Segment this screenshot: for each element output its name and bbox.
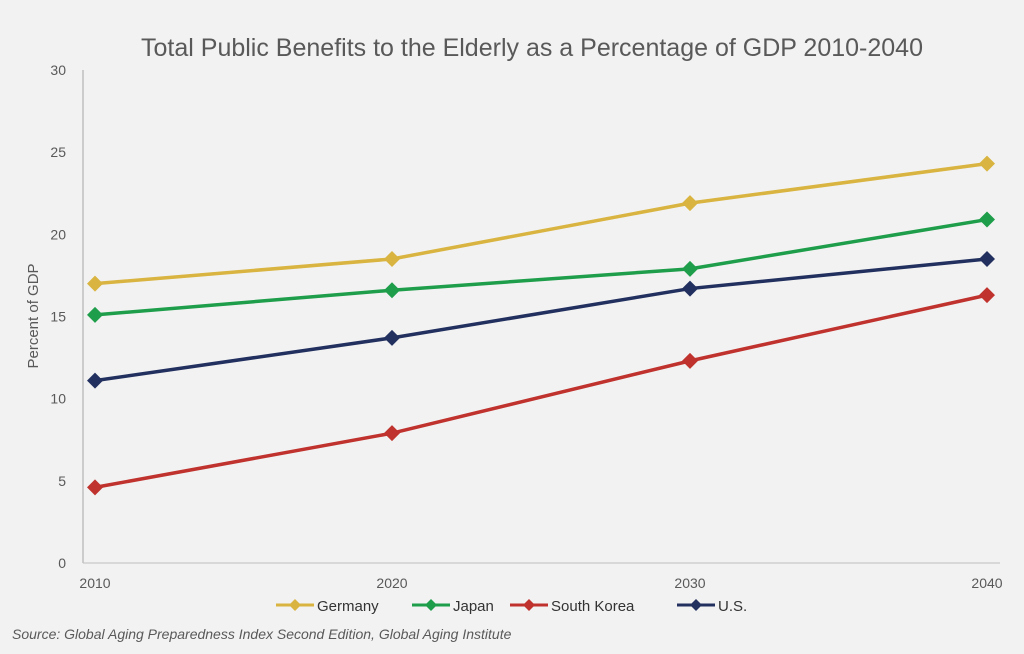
legend-item: South Korea xyxy=(510,598,635,615)
y-tick-label: 5 xyxy=(58,473,66,489)
y-tick-label: 20 xyxy=(50,226,66,242)
y-tick-label: 15 xyxy=(50,309,66,325)
data-point xyxy=(682,260,698,277)
y-tick-label: 10 xyxy=(50,391,66,407)
data-point xyxy=(682,195,698,212)
data-point xyxy=(384,329,400,346)
legend-item: Japan xyxy=(412,598,494,615)
series-south-korea xyxy=(87,287,995,496)
chart-title: Total Public Benefits to the Elderly as … xyxy=(141,34,923,62)
x-tick-label: 2010 xyxy=(79,575,110,591)
legend-label: Germany xyxy=(317,598,379,615)
data-point xyxy=(979,287,995,304)
data-point xyxy=(384,425,400,442)
x-tick-label: 2020 xyxy=(376,575,407,591)
series-line xyxy=(94,293,988,490)
series-u-s- xyxy=(87,250,995,389)
series-line xyxy=(94,217,988,317)
legend-item: Germany xyxy=(276,598,379,615)
legend-marker xyxy=(523,599,535,611)
data-point xyxy=(87,372,103,389)
data-point xyxy=(87,479,103,496)
series-japan xyxy=(87,211,995,323)
data-point xyxy=(682,352,698,369)
source-note: Source: Global Aging Preparedness Index … xyxy=(12,626,512,642)
data-point xyxy=(87,275,103,292)
legend-label: Japan xyxy=(453,598,494,615)
legend-label: U.S. xyxy=(718,598,747,615)
series-line xyxy=(94,257,988,383)
x-tick-label: 2040 xyxy=(971,575,1002,591)
data-point xyxy=(979,250,995,267)
y-tick-label: 0 xyxy=(58,555,66,571)
legend-label: South Korea xyxy=(551,598,635,615)
y-axis-label: Percent of GDP xyxy=(25,263,42,368)
data-point xyxy=(979,211,995,228)
data-point xyxy=(979,155,995,172)
series-germany xyxy=(87,155,995,292)
legend-marker xyxy=(690,599,702,611)
legend-item: U.S. xyxy=(677,598,747,615)
legend-marker xyxy=(425,599,437,611)
y-tick-label: 25 xyxy=(50,144,66,160)
series-line xyxy=(94,161,988,286)
data-point xyxy=(682,280,698,297)
data-point xyxy=(87,306,103,323)
legend-marker xyxy=(289,599,301,611)
data-point xyxy=(384,282,400,299)
y-tick-label: 30 xyxy=(50,62,66,78)
data-point xyxy=(384,250,400,267)
x-tick-label: 2030 xyxy=(674,575,705,591)
